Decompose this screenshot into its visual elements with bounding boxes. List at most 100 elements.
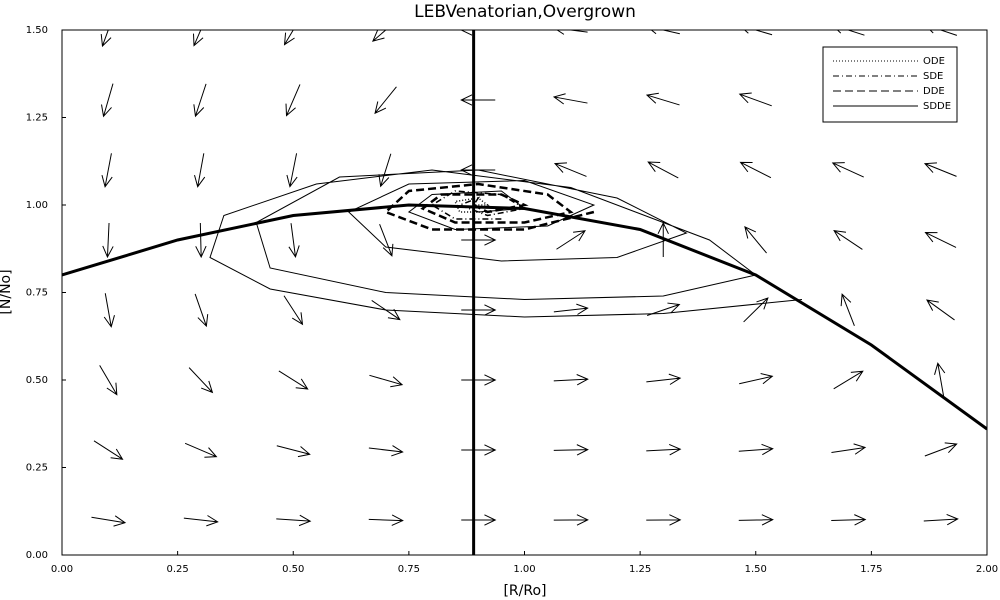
field-arrow	[645, 92, 680, 106]
field-arrow	[184, 442, 218, 458]
x-tick-label: 1.25	[629, 564, 651, 575]
field-arrow	[368, 514, 404, 526]
field-arrow	[929, 30, 958, 36]
field-arrow	[91, 515, 127, 527]
field-arrow	[552, 93, 588, 105]
legend-label: ODE	[923, 56, 945, 67]
field-arrow	[283, 295, 304, 326]
field-arrow	[100, 30, 112, 48]
x-tick-label: 1.75	[860, 564, 882, 575]
x-tick-label: 1.50	[745, 564, 767, 575]
field-arrow	[650, 30, 680, 35]
x-tick-label: 2.00	[976, 564, 998, 575]
field-arrow	[93, 440, 124, 460]
field-arrow	[276, 514, 312, 527]
field-arrow	[646, 444, 682, 456]
field-arrow	[739, 161, 772, 179]
field-arrow	[461, 514, 497, 526]
field-arrow	[553, 374, 589, 386]
x-tick-label: 0.25	[166, 564, 188, 575]
field-arrow	[99, 365, 118, 396]
field-arrow	[923, 513, 959, 526]
trajectory	[209, 169, 803, 318]
field-arrow	[738, 514, 774, 526]
x-tick-label: 1.00	[513, 564, 535, 575]
field-arrow	[368, 445, 404, 457]
field-arrow	[556, 230, 586, 250]
field-arrow	[924, 232, 957, 248]
field-arrow	[461, 304, 497, 316]
field-arrow	[195, 222, 207, 259]
field-arrow	[836, 30, 865, 36]
field-arrow	[833, 229, 863, 250]
chart-title: LEBVenatorian,Overgrown	[414, 2, 636, 22]
field-arrow	[831, 162, 864, 178]
trajectory	[430, 190, 527, 220]
field-arrow	[460, 94, 496, 106]
y-tick-label: 0.75	[26, 288, 48, 299]
field-arrow	[924, 442, 958, 457]
field-arrow	[286, 153, 298, 188]
field-arrow	[923, 162, 957, 177]
field-arrow	[194, 293, 209, 328]
field-arrow	[553, 444, 589, 456]
field-arrow	[374, 86, 397, 115]
legend-box	[822, 46, 958, 123]
y-tick-label: 1.25	[26, 113, 48, 124]
y-tick-label: 0.00	[26, 550, 48, 561]
field-arrow	[102, 222, 114, 259]
field-arrow	[739, 373, 774, 385]
y-tick-label: 1.50	[26, 25, 48, 36]
y-axis-label: [N/No]	[0, 269, 14, 314]
field-arrow	[553, 162, 587, 177]
x-tick-label: 0.50	[282, 564, 304, 575]
field-arrow	[193, 83, 207, 118]
field-arrow	[831, 514, 867, 526]
field-arrow	[192, 30, 204, 47]
legend-label: SDDE	[923, 101, 951, 112]
field-arrow	[831, 443, 867, 455]
x-tick-label: 0.75	[398, 564, 420, 575]
y-tick-label: 0.25	[26, 463, 48, 474]
field-arrow	[194, 153, 206, 188]
field-arrow	[556, 30, 588, 35]
trajectory	[454, 197, 493, 213]
field-arrow	[278, 370, 309, 390]
field-arrow	[188, 367, 214, 394]
field-arrow	[461, 374, 497, 386]
field-arrow	[833, 370, 864, 390]
field-arrow	[553, 303, 589, 315]
field-arrow	[276, 445, 311, 458]
field-arrow	[646, 373, 682, 385]
field-arrow	[460, 30, 496, 36]
field-arrow	[738, 443, 774, 456]
field-arrow	[369, 374, 404, 388]
y-tick-label: 0.50	[26, 375, 48, 386]
field-arrow	[372, 30, 387, 42]
field-arrow	[288, 223, 300, 258]
field-arrow	[379, 223, 394, 257]
x-tick-label: 0.00	[51, 564, 73, 575]
field-arrow	[461, 444, 497, 456]
field-arrow	[934, 362, 946, 397]
field-arrow	[553, 514, 589, 526]
x-axis-label: [R/Ro]	[503, 583, 546, 599]
field-arrow	[647, 161, 679, 179]
field-arrow	[378, 153, 392, 188]
field-arrow	[183, 515, 219, 527]
legend-label: DDE	[923, 86, 945, 97]
field-arrow	[743, 297, 769, 323]
field-arrow	[738, 92, 772, 107]
field-arrow	[646, 514, 682, 526]
field-arrow	[285, 84, 301, 117]
field-arrow	[283, 30, 295, 46]
field-arrow	[840, 293, 855, 327]
plot-area	[62, 30, 987, 555]
field-arrow	[743, 30, 773, 36]
field-arrow	[101, 83, 114, 118]
field-arrow	[461, 234, 497, 246]
field-arrow	[103, 293, 115, 328]
field-arrow	[101, 153, 113, 188]
